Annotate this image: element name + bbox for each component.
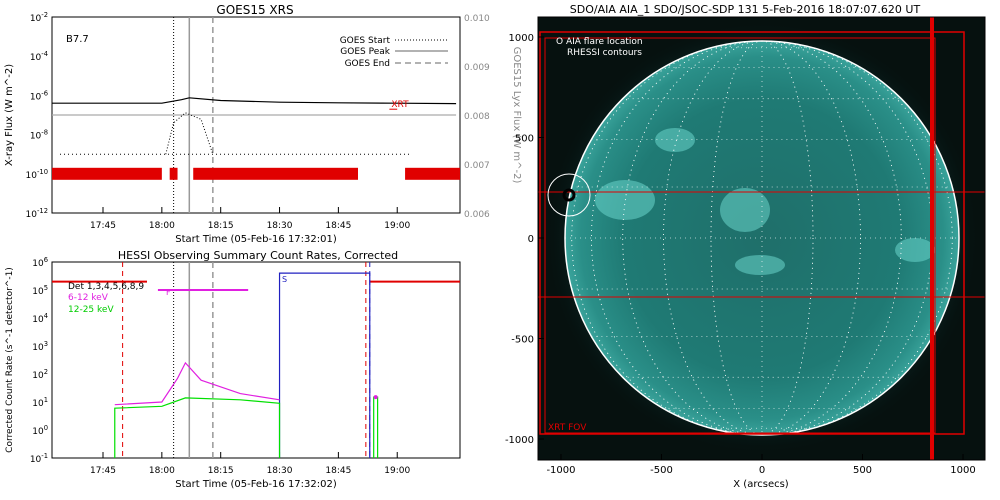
hessi-title: HESSI Observing Summary Count Rates, Cor… [118,249,398,262]
goes-x-tick: 18:45 [325,221,351,231]
goes-data-marks [52,17,460,213]
aia-x-tick: -500 [650,465,673,476]
aia-y-tick: 0 [528,234,534,245]
aia-legend-rhessi: RHESSI contours [567,48,642,58]
aia-x-tick-labels: -1000 -500 0 500 1000 [546,454,976,476]
goes-x-tick: 18:15 [208,221,234,231]
hessi-detectors-label: Det 1,3,4,5,6,8,9 [68,282,144,292]
goes-xrt-coverage-bar [193,167,358,180]
goes-xrt-label: XRT [391,100,409,110]
aia-x-tick: 1000 [950,465,975,476]
hessi-y-tick: 105 [32,284,48,297]
goes-long-channel-line [52,97,457,105]
flare-location-circle [547,173,591,217]
hessi-y-tick: 104 [32,312,48,325]
hessi-y-tick: 102 [32,368,48,381]
goes-y-tick: 10-4 [30,50,48,63]
hessi-x-tick: 17:45 [90,466,116,476]
hessi-x-axis-label: Start Time (05-Feb-16 17:32:02) [175,479,337,490]
hessi-6-12-kev-line [114,361,280,406]
hessi-y-tick: 10-1 [30,452,48,465]
solar-disk [565,41,959,435]
hessi-6-12-kev-point [373,395,378,400]
hessi-plot-frame [51,261,461,459]
goes-right-tick: 0.006 [464,210,490,220]
goes-legend-start: GOES Start [340,36,391,46]
hessi-legend-12-25: 12-25 keV [68,305,114,315]
hessi-x-tick: 18:45 [325,466,351,476]
hessi-legend-6-12: 6-12 keV [68,293,109,303]
goes-right-tick: 0.007 [464,161,490,171]
hessi-12-25-kev-line [114,397,281,458]
goes-right-tick-labels: 0.010 0.009 0.008 0.007 0.006 [464,14,490,220]
aia-y-tick: -500 [511,335,534,346]
hessi-y-tick: 106 [32,256,48,269]
hessi-x-tick: 18:30 [267,466,293,476]
goes-x-tick: 17:45 [90,221,116,231]
goes-y-tick: 10-8 [30,129,48,142]
rhessi-contour [562,188,576,202]
goes-x-axis-label: Start Time (05-Feb-16 17:32:01) [175,234,337,245]
goes-class-label: B7.7 [66,34,89,45]
goes-right-tick: 0.009 [464,63,490,73]
solar-limb [564,40,960,436]
goes-title: GOES15 XRS [216,3,293,17]
goes-y-tick: 10-10 [26,168,48,181]
aia-y-tick: 1000 [509,33,534,44]
hessi-x-tick: 19:00 [384,466,410,476]
goes-x-tick: 19:00 [384,221,410,231]
goes-x-tick-labels: 17:45 18:00 18:15 18:30 18:45 19:00 [90,207,410,231]
hessi-flag-s: S [282,275,287,284]
goes-y-tick: 10-2 [30,11,48,24]
hessi-y-axis-label: Corrected Count Rate (s^-1 detector^-1) [5,267,15,453]
goes-legend-end: GOES End [345,59,390,69]
hessi-data-marks [52,262,460,458]
goes-xrt-coverage-bar [169,167,178,180]
aia-title: SDO/AIA AIA_1 SDO/JSOC-SDP 131 5-Feb-201… [570,3,921,16]
goes-y-tick-labels: 10-2 10-4 10-6 10-8 10-10 10-12 [26,11,48,220]
hessi-x-tick: 18:00 [149,466,175,476]
hessi-panel: HESSI Observing Summary Count Rates, Cor… [5,249,461,490]
goes-y-axis-label: X-ray Flux (W m^-2) [4,64,15,166]
aia-panel: SDO/AIA AIA_1 SDO/JSOC-SDP 131 5-Feb-201… [505,3,986,490]
goes-right-tick: 0.010 [464,14,490,24]
aia-fov-label: XRT FOV [548,423,587,433]
hessi-y-tick-labels: 106 105 104 103 102 101 100 10-1 [30,256,48,465]
aia-x-tick: -1000 [546,465,575,476]
hessi-y-tick: 101 [32,396,48,409]
aia-y-tick: 500 [515,133,534,144]
hessi-flag-f: F [166,288,171,297]
xrt-fov-box [538,17,985,460]
aia-x-axis-label: X (arcsecs) [733,479,789,490]
hessi-y-tick: 100 [32,424,48,437]
goes-y-tick: 10-6 [30,89,48,102]
hessi-y-tick: 103 [32,340,48,353]
goes-xrt-coverage-bar [52,167,162,180]
aia-y-tick: -1000 [505,435,534,446]
goes-panel: GOES15 XRS 10-2 10-4 10-6 10-8 10-10 10-12 0.… [4,3,522,245]
goes-xrt-coverage-bar [405,167,460,180]
goes-x-tick: 18:00 [149,221,175,231]
hessi-saa-box [278,272,371,458]
aia-legend-flare: O AIA flare location [556,37,643,47]
hessi-x-tick-labels: 17:45 18:00 18:15 18:30 18:45 19:00 [90,452,410,476]
aia-x-tick: 0 [759,465,765,476]
goes-short-channel-line [165,112,214,155]
goes-legend-peak: GOES Peak [340,47,390,57]
hessi-12-25-kev-line-2 [373,396,379,458]
goes-right-tick: 0.008 [464,112,490,122]
goes-y-tick: 10-12 [26,207,48,220]
aia-y-tick-labels: 1000 500 0 -500 -1000 [505,33,544,446]
aia-x-tick: 500 [853,465,872,476]
hessi-x-tick: 18:15 [208,466,234,476]
goes-right-axis-label: GOES15 Lyx Flux (W m^-2) [511,47,522,184]
goes-x-tick: 18:30 [267,221,293,231]
